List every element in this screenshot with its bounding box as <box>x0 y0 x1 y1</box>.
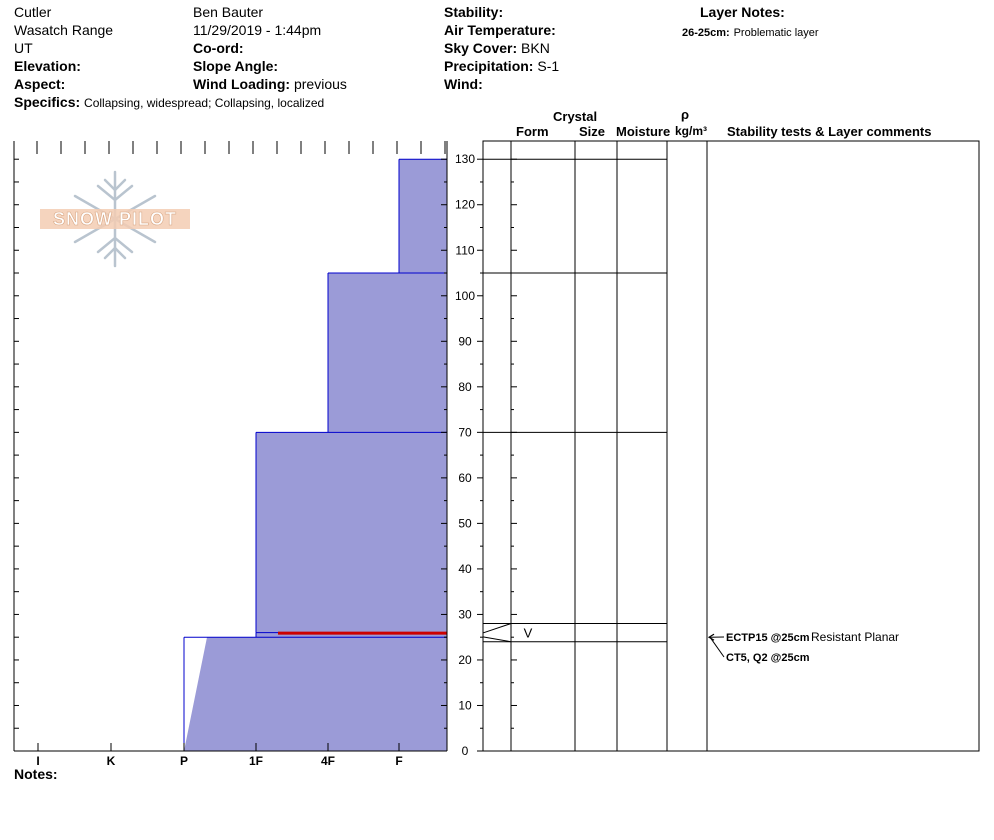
stability-tests-column-header: Stability tests & Layer comments <box>727 124 932 139</box>
depth-tick-label: 120 <box>455 198 475 212</box>
specifics-label: Specifics: <box>14 94 81 110</box>
stability-test-code-1: CT5, Q2 @25cm <box>726 652 810 664</box>
depth-tick-label: 110 <box>455 243 474 257</box>
coord-label: Co-ord: <box>193 40 244 56</box>
stability-label: Stability: <box>444 4 504 20</box>
hardness-tick-label: P <box>180 754 188 768</box>
air-temperature-label: Air Temperature: <box>444 22 556 38</box>
logo-text: SNOW PILOT <box>53 209 177 229</box>
wind-loading-label: Wind Loading: <box>193 76 291 92</box>
sky-cover: Sky Cover: BKN <box>444 40 550 56</box>
sky-cover-label: Sky Cover: <box>444 40 518 56</box>
stability-test-comment-0: Resistant Planar <box>811 630 899 644</box>
depth-tick-label: 60 <box>458 471 472 485</box>
hardness-layer-4 <box>184 637 447 751</box>
depth-tick-label: 100 <box>455 289 475 303</box>
depth-tick-label: 50 <box>458 516 472 530</box>
slope-angle-label: Slope Angle: <box>193 58 279 74</box>
hardness-tick-label: K <box>107 754 116 768</box>
moisture-column-header: Moisture <box>616 124 671 139</box>
depth-tick-label: 40 <box>458 562 472 576</box>
depth-tick-label: 10 <box>458 698 472 712</box>
crystal-form-symbol: V <box>524 626 533 641</box>
precipitation: Precipitation: S-1 <box>444 58 559 74</box>
hardness-profile <box>183 158 447 751</box>
depth-axis: 0 10 20 30 40 50 60 70 80 90 100 110 120 130 <box>441 152 483 758</box>
crystal-column-header: Crystal <box>553 109 598 124</box>
hardness-layer-2 <box>256 432 447 633</box>
form-column-header: Form <box>516 124 549 139</box>
stability-test-arrow-1 <box>708 633 715 641</box>
mountain-range: Wasatch Range <box>14 22 114 38</box>
state: UT <box>14 40 33 56</box>
depth-tick-label: 70 <box>458 425 472 439</box>
depth-tick-label: 20 <box>458 653 472 667</box>
depth-tick-label: 30 <box>458 607 472 621</box>
layer-note-range: 26-25cm: <box>682 27 730 39</box>
hardness-tick-label: 1F <box>249 754 263 768</box>
depth-tick-label: 130 <box>455 152 475 166</box>
precipitation-value: S-1 <box>537 58 560 74</box>
density-unit: kg/m³ <box>675 124 708 138</box>
hardness-tick-label: 4F <box>321 754 335 768</box>
problematic-layer-marker <box>278 631 447 635</box>
elevation-label: Elevation: <box>14 58 81 74</box>
size-column-header: Size <box>579 124 606 139</box>
density-rho-symbol: ρ <box>681 107 690 122</box>
sky-cover-value: BKN <box>521 40 550 56</box>
wind-loading: Wind Loading: previous <box>193 76 347 92</box>
notes-label: Notes: <box>14 766 58 782</box>
observer: Ben Bauter <box>193 4 264 20</box>
stability-test-code-0: ECTP15 @25cm <box>726 632 810 644</box>
observation-datetime: 11/29/2019 - 1:44pm <box>193 22 322 38</box>
wind-loading-value: previous <box>293 76 347 92</box>
hardness-axis: I K P 1F 4F F <box>36 743 403 768</box>
depth-tick-label: 90 <box>458 334 472 348</box>
specifics-value: Collapsing, widespread; Collapsing, loca… <box>84 96 325 110</box>
depth-tick-label: 80 <box>458 380 472 394</box>
layer-notes-label: Layer Notes: <box>700 4 785 20</box>
chart-frames <box>13 141 448 752</box>
layer-connector-top <box>482 623 512 634</box>
layer-note-text: Problematic layer <box>733 27 819 39</box>
wind-label: Wind: <box>444 76 483 92</box>
aspect-label: Aspect: <box>14 76 66 92</box>
hardness-layer-1 <box>328 273 447 433</box>
hardness-tick-label: F <box>395 754 402 768</box>
layer-note: 26-25cm: Problematic layer <box>682 23 819 41</box>
hardness-tick-label: I <box>36 754 39 768</box>
logo-banner <box>40 209 190 229</box>
layer-connector-bottom <box>482 636 512 643</box>
precipitation-label: Precipitation: <box>444 58 534 74</box>
crystal-columns: V <box>482 140 980 752</box>
location: Cutler <box>14 4 52 20</box>
depth-tick-label: 0 <box>462 744 469 758</box>
specifics: Specifics: Collapsing, widespread; Colla… <box>14 94 324 111</box>
right-frame <box>482 140 980 752</box>
stability-test-pointer-1 <box>709 636 725 658</box>
hardness-layer-0 <box>399 159 447 274</box>
